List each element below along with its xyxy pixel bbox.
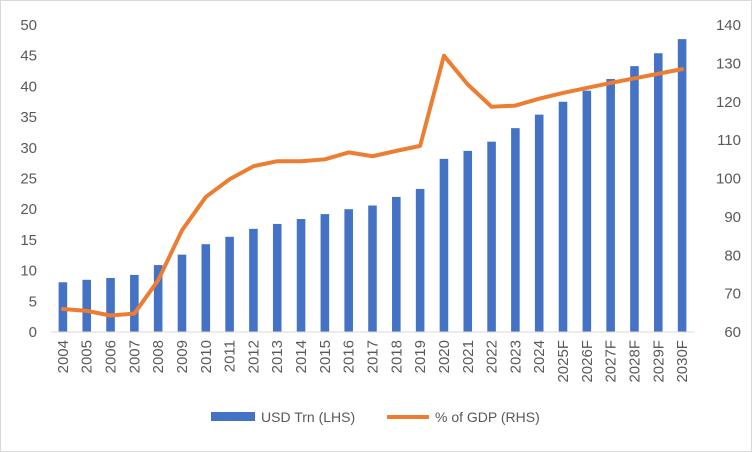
x-tick-label: 2021 [460,340,477,373]
bar-2021 [463,150,473,332]
bar-2013 [272,223,282,332]
x-tick-label: 2017 [365,340,382,373]
x-tick-label: 2028F [626,340,643,383]
right-tick-label: 90 [724,209,741,226]
bar-2023 [511,128,520,332]
legend: USD Trn (LHS) % of GDP (RHS) [211,409,540,425]
x-tick-label: 2030F [674,340,691,383]
bar-2007 [130,274,139,332]
bar-2010 [201,244,211,332]
left-tick-label: 20 [20,201,37,218]
x-tick-label: 2016 [341,340,358,373]
left-axis-ticks: 0 5 10 15 20 25 30 35 40 45 50 [20,17,37,341]
left-tick-label: 0 [29,324,37,341]
x-tick-label: 2004 [55,340,72,373]
bar-2015 [320,214,330,332]
right-tick-label: 70 [724,286,741,303]
bar-2018 [392,196,401,332]
left-tick-label: 35 [20,109,37,126]
bar-2019 [415,188,425,332]
x-tick-label: 2012 [245,340,262,373]
legend-label-pct-gdp: % of GDP (RHS) [435,409,540,425]
x-tick-label: 2027F [603,340,620,383]
right-tick-label: 130 [716,55,741,72]
bar-2011 [225,236,234,332]
bar-2009 [177,254,187,332]
bar-2029F [653,53,663,333]
x-tick-label: 2024 [531,340,548,373]
bar-2030F [677,39,687,333]
x-tick-label: 2008 [150,340,167,373]
right-tick-label: 140 [716,17,741,34]
left-tick-label: 5 [29,293,37,310]
right-tick-label: 80 [724,247,741,264]
x-tick-label: 2007 [126,340,143,373]
legend-swatch-usd-trn [211,412,255,421]
bar-2006 [106,277,115,332]
bar-2025F [558,101,568,332]
bar-2022 [487,141,496,332]
bar-2027F [606,79,615,332]
x-tick-label: 2013 [269,340,286,373]
right-tick-label: 100 [716,171,741,188]
bar-2012 [249,228,258,332]
bar-2017 [368,205,377,332]
bar-2020 [439,158,449,332]
x-axis-ticks: 2004 2005 2006 2007 2008 2009 2010 2011 2012 2013… [55,340,691,383]
bar-2014 [296,219,306,332]
legend-label-usd-trn: USD Trn (LHS) [261,409,355,425]
bar-2028F [630,66,639,332]
right-tick-label: 120 [716,94,741,111]
line-pct-gdp [60,53,685,318]
bar-2024 [534,114,544,332]
bar-2026F [582,90,592,332]
x-tick-label: 2029F [650,340,667,383]
x-tick-label: 2018 [388,340,405,373]
right-tick-label: 60 [724,324,741,341]
x-tick-label: 2014 [293,340,310,373]
right-axis-ticks: 60 70 80 90 100 110 120 130 140 [716,17,741,341]
x-tick-label: 2006 [103,340,120,373]
x-tick-label: 2019 [412,340,429,373]
bar-2008 [153,265,163,332]
x-tick-label: 2025F [555,340,572,383]
x-tick-label: 2005 [79,340,96,373]
left-tick-label: 25 [20,171,37,188]
x-tick-label: 2026F [579,340,596,383]
x-tick-label: 2011 [222,340,239,372]
left-tick-label: 50 [20,17,37,34]
bar-series-usd-trn [51,39,694,333]
left-tick-label: 15 [20,232,37,249]
x-tick-label: 2020 [436,340,453,373]
bar-2016 [344,209,353,332]
line-series-pct-gdp [60,53,685,318]
x-tick-label: 2015 [317,340,334,373]
bar-2005 [82,279,92,332]
left-tick-label: 45 [20,48,37,65]
left-tick-label: 30 [20,140,37,157]
left-tick-label: 40 [20,78,37,95]
x-tick-label: 2022 [484,340,501,373]
x-tick-label: 2009 [174,340,191,373]
right-tick-label: 110 [717,132,741,149]
left-tick-label: 10 [20,263,37,280]
x-tick-label: 2023 [507,340,524,373]
x-tick-label: 2010 [198,340,215,373]
